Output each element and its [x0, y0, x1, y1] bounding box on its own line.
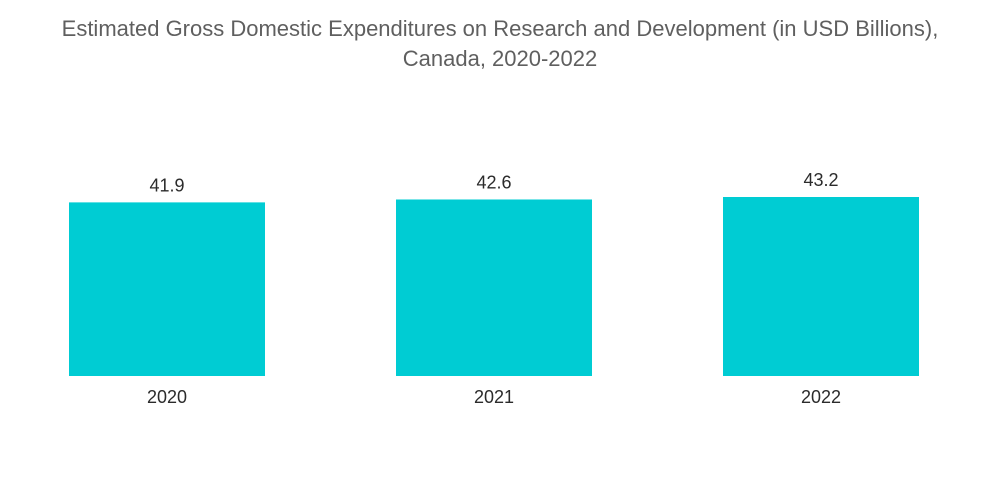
x-tick-label-2020: 2020 [147, 387, 187, 407]
bar-2022 [723, 197, 919, 376]
value-label-2020: 41.9 [149, 175, 184, 195]
chart-title: Estimated Gross Domestic Expenditures on… [0, 14, 1000, 74]
value-label-2022: 43.2 [803, 170, 838, 190]
bars-group [69, 197, 919, 376]
x-tick-label-2021: 2021 [474, 387, 514, 407]
bar-2021 [396, 199, 592, 376]
x-tick-label-2022: 2022 [801, 387, 841, 407]
value-labels-group: 41.9 42.6 43.2 [149, 170, 838, 195]
chart-title-line-2: Canada, 2020-2022 [402, 46, 598, 71]
bar-2020 [69, 202, 265, 376]
x-axis-tick-labels: 2020 2021 2022 [147, 387, 841, 407]
value-label-2021: 42.6 [476, 172, 511, 192]
chart-title-line-1: Estimated Gross Domestic Expenditures on… [61, 16, 939, 41]
